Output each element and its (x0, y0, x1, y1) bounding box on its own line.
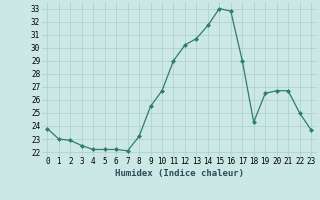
X-axis label: Humidex (Indice chaleur): Humidex (Indice chaleur) (115, 169, 244, 178)
